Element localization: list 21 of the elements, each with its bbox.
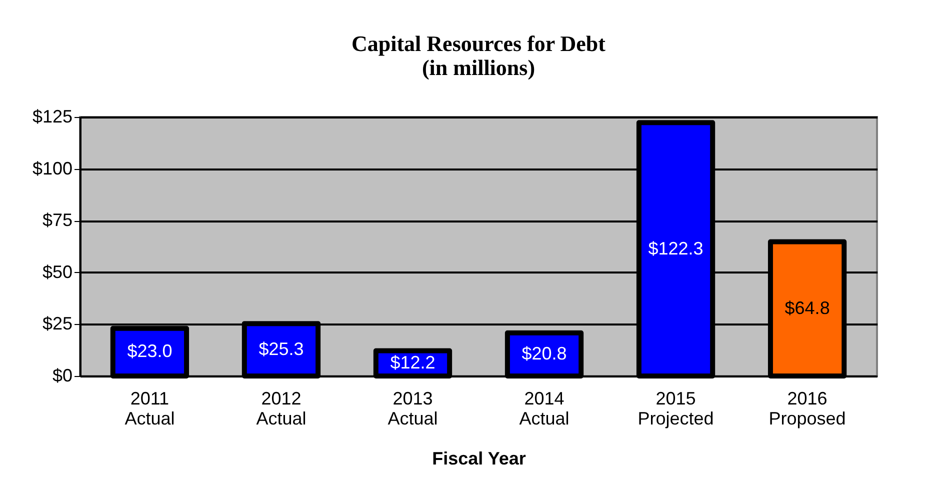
x-tick-label: 2012 Actual <box>256 388 306 428</box>
data-label: $23.0 <box>127 341 172 362</box>
data-label: $122.3 <box>648 238 704 258</box>
x-tick-label: 2014 Actual <box>519 388 570 428</box>
text: Capital Resources for Debt <box>352 31 606 56</box>
x-tick-label: 2015 Projected <box>638 388 714 428</box>
data-label: $64.8 <box>784 298 830 318</box>
x-axis-title: Fiscal Year <box>432 448 526 468</box>
y-tick-label: $0 <box>52 366 72 386</box>
y-tick-label: $25 <box>42 314 72 334</box>
y-tick-label: $50 <box>42 262 72 282</box>
x-tick-label: 2011 Actual <box>124 388 175 428</box>
data-label: $12.2 <box>390 352 436 372</box>
data-label: $25.3 <box>258 338 304 359</box>
y-tick-label: $75 <box>42 210 72 230</box>
y-tick-label: $100 <box>32 158 72 178</box>
x-tick-label: 2013 Actual <box>388 388 438 428</box>
x-tick-label: 2016 Proposed <box>768 388 846 428</box>
data-label: $20.8 <box>522 343 567 364</box>
y-tick-label: $125 <box>32 106 72 126</box>
text: (in millions) <box>422 55 536 80</box>
